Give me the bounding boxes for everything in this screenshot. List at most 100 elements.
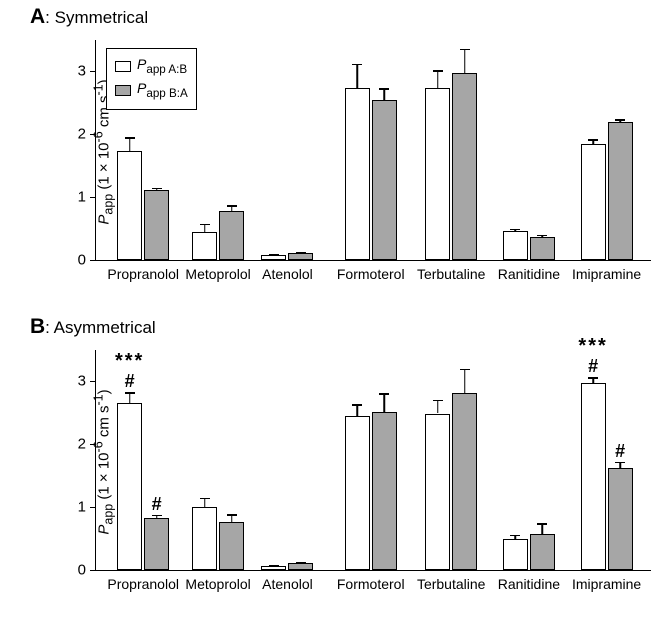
error-cap <box>269 254 279 256</box>
x-tick-label: Imipramine <box>572 266 641 282</box>
x-tick-label: Metoprolol <box>185 266 250 282</box>
plot-area: 0123Papp (1 × 10-6 cm s-1)PropranololMet… <box>95 350 651 571</box>
error-cap <box>379 88 389 90</box>
error-cap <box>460 49 470 51</box>
error-cap <box>537 235 547 237</box>
x-tick-label: Propranolol <box>107 266 179 282</box>
x-tick-label: Ranitidine <box>498 266 560 282</box>
bar-ab <box>345 416 370 570</box>
bar-ab <box>425 414 450 571</box>
bar-ba <box>372 412 397 570</box>
legend-swatch <box>115 85 131 96</box>
error-cap <box>125 137 135 139</box>
panel-subtitle: : Symmetrical <box>45 8 148 27</box>
bar-ba <box>219 211 244 260</box>
error-bar <box>383 88 385 100</box>
error-cap <box>296 562 306 564</box>
bar-ab <box>503 231 528 260</box>
bar-ba <box>452 393 477 570</box>
error-cap <box>200 224 210 226</box>
y-tick-label: 1 <box>78 189 86 206</box>
y-tick <box>90 381 96 382</box>
legend: Papp A:BPapp B:A <box>106 48 197 110</box>
error-cap <box>227 514 237 516</box>
x-tick-label: Formoterol <box>337 576 405 592</box>
annotation-hash: # <box>125 372 135 390</box>
error-cap <box>269 565 279 567</box>
x-tick-label: Imipramine <box>572 576 641 592</box>
error-cap <box>510 229 520 231</box>
error-bar <box>129 137 131 151</box>
panel-letter: A <box>30 5 45 28</box>
error-cap <box>125 392 135 394</box>
y-axis-label: Papp (1 × 10-6 cm s-1) <box>92 389 116 534</box>
error-bar <box>356 64 358 88</box>
panel-B: B: Asymmetrical0123Papp (1 × 10-6 cm s-1… <box>0 315 670 615</box>
annotation-hash: # <box>588 357 598 375</box>
y-tick-label: 2 <box>78 126 86 143</box>
error-cap <box>510 535 520 537</box>
bar-ba <box>372 100 397 260</box>
panel-title: A: Symmetrical <box>30 5 148 29</box>
bar-ba <box>452 73 477 260</box>
panel-title: B: Asymmetrical <box>30 315 156 339</box>
y-tick-label: 3 <box>78 373 86 390</box>
error-cap <box>433 400 443 402</box>
annotation-hash: # <box>615 442 625 460</box>
bar-ba <box>288 563 313 570</box>
legend-swatch <box>115 61 131 72</box>
bar-ab <box>117 151 142 260</box>
panel-letter: B <box>30 315 45 338</box>
error-cap <box>200 498 210 500</box>
bar-ba <box>144 518 169 570</box>
y-tick-label: 1 <box>78 499 86 516</box>
bar-ab <box>345 88 370 260</box>
bar-ab <box>192 507 217 570</box>
error-cap <box>537 523 547 525</box>
error-cap <box>152 188 162 190</box>
error-cap <box>379 393 389 395</box>
bar-ab <box>192 232 217 260</box>
error-cap <box>433 70 443 72</box>
plot-area: 0123Papp (1 × 10-6 cm s-1)PropranololMet… <box>95 40 651 261</box>
bar-ab <box>425 88 450 260</box>
y-tick-label: 3 <box>78 63 86 80</box>
legend-item: Papp B:A <box>115 79 188 103</box>
bar-ba <box>288 253 313 260</box>
error-cap <box>296 252 306 254</box>
error-cap <box>460 369 470 371</box>
error-cap <box>615 462 625 464</box>
bar-ab <box>117 403 142 570</box>
y-tick-label: 0 <box>78 562 86 579</box>
y-tick-label: 0 <box>78 252 86 269</box>
x-tick-label: Metoprolol <box>185 576 250 592</box>
y-tick <box>90 260 96 261</box>
bar-ba <box>608 122 633 260</box>
bar-ba <box>608 468 633 570</box>
legend-label: Papp A:B <box>137 55 187 79</box>
bar-ab <box>261 566 286 570</box>
bar-ba <box>219 522 244 570</box>
y-tick-label: 2 <box>78 436 86 453</box>
error-bar <box>464 49 466 73</box>
error-bar <box>437 70 439 88</box>
x-tick-label: Terbutaline <box>417 266 486 282</box>
x-tick-label: Formoterol <box>337 266 405 282</box>
figure: A: Symmetrical0123Papp (1 × 10-6 cm s-1)… <box>0 0 670 628</box>
error-cap <box>588 377 598 379</box>
bar-ba <box>530 237 555 260</box>
annotation-stars: *** <box>578 335 607 358</box>
bar-ab <box>581 144 606 260</box>
error-bar <box>383 393 385 412</box>
x-tick-label: Terbutaline <box>417 576 486 592</box>
error-cap <box>588 139 598 141</box>
legend-label: Papp B:A <box>137 79 188 103</box>
error-cap <box>352 64 362 66</box>
error-bar <box>356 404 358 416</box>
error-bar <box>437 400 439 414</box>
x-tick-label: Atenolol <box>262 576 313 592</box>
bar-ab <box>503 539 528 570</box>
legend-item: Papp A:B <box>115 55 188 79</box>
bar-ab <box>261 255 286 260</box>
error-bar <box>464 369 466 393</box>
